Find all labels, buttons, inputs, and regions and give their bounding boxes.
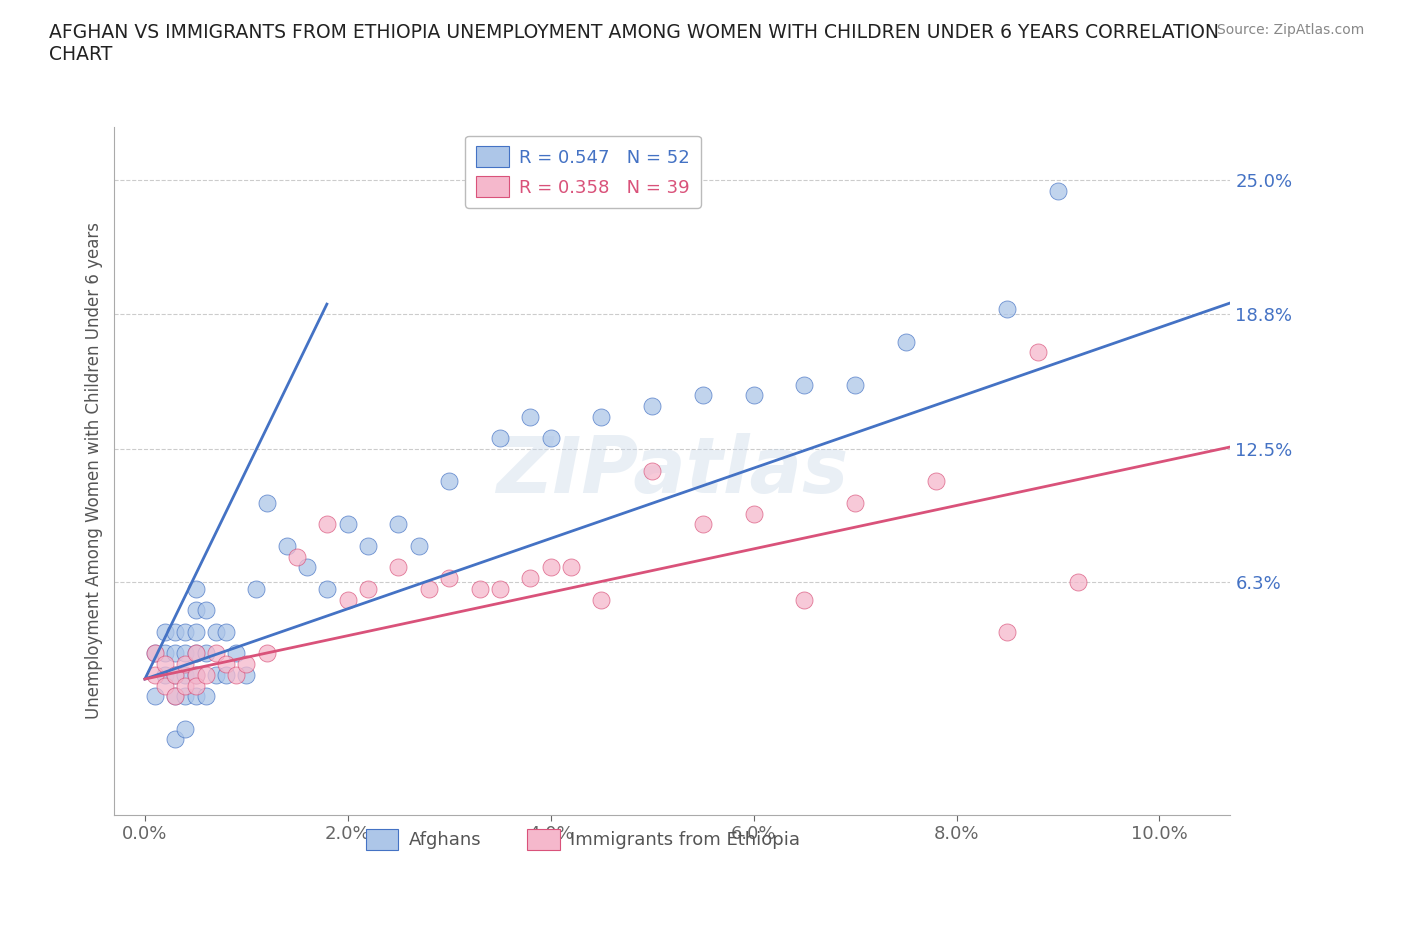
Point [591, 592, 613, 607]
Text: AFGHAN VS IMMIGRANTS FROM ETHIOPIA UNEMPLOYMENT AMONG WOMEN WITH CHILDREN UNDER : AFGHAN VS IMMIGRANTS FROM ETHIOPIA UNEMP… [49, 23, 1219, 64]
Legend: Afghans, Immigrants from Ethiopia: Afghans, Immigrants from Ethiopia [359, 822, 807, 857]
Point [591, 409, 613, 424]
Point [165, 689, 187, 704]
Point [256, 496, 278, 511]
Point [184, 668, 207, 683]
Point [245, 581, 267, 596]
Point [641, 463, 664, 478]
Point [165, 689, 187, 704]
Point [184, 678, 207, 693]
Point [692, 517, 714, 532]
Point [316, 517, 339, 532]
Point [184, 603, 207, 618]
Point [174, 624, 197, 639]
Point [143, 668, 166, 683]
Point [540, 560, 562, 575]
Point [336, 517, 359, 532]
Point [174, 657, 197, 671]
Point [165, 645, 187, 660]
Point [165, 624, 187, 639]
Point [519, 409, 541, 424]
Point [489, 431, 512, 445]
Point [143, 645, 166, 660]
Point [793, 378, 815, 392]
Point [165, 668, 187, 683]
Point [285, 549, 308, 564]
Point [153, 668, 176, 683]
Point [357, 538, 380, 553]
Point [560, 560, 582, 575]
Text: Source: ZipAtlas.com: Source: ZipAtlas.com [1216, 23, 1364, 37]
Point [489, 581, 512, 596]
Point [1026, 345, 1049, 360]
Point [143, 645, 166, 660]
Y-axis label: Unemployment Among Women with Children Under 6 years: Unemployment Among Women with Children U… [86, 222, 103, 719]
Point [641, 399, 664, 414]
Point [235, 657, 257, 671]
Point [194, 603, 217, 618]
Point [925, 474, 948, 489]
Point [995, 302, 1018, 317]
Point [336, 592, 359, 607]
Point [174, 645, 197, 660]
Point [387, 517, 409, 532]
Point [184, 645, 207, 660]
Point [174, 668, 197, 683]
Point [468, 581, 491, 596]
Point [194, 668, 217, 683]
Point [215, 624, 238, 639]
Point [995, 624, 1018, 639]
Point [519, 571, 541, 586]
Point [165, 732, 187, 747]
Text: ZIPatlas: ZIPatlas [496, 432, 849, 509]
Point [225, 668, 247, 683]
Point [256, 645, 278, 660]
Point [316, 581, 339, 596]
Point [153, 657, 176, 671]
Point [215, 668, 238, 683]
Point [408, 538, 430, 553]
Point [174, 689, 197, 704]
Point [225, 645, 247, 660]
Point [205, 645, 228, 660]
Point [184, 581, 207, 596]
Point [276, 538, 298, 553]
Point [844, 496, 866, 511]
Point [174, 721, 197, 736]
Point [165, 668, 187, 683]
Point [184, 624, 207, 639]
Point [153, 678, 176, 693]
Point [215, 657, 238, 671]
Point [194, 689, 217, 704]
Point [174, 678, 197, 693]
Point [439, 474, 461, 489]
Point [894, 334, 917, 349]
Point [742, 506, 765, 521]
Point [235, 668, 257, 683]
Point [439, 571, 461, 586]
Point [387, 560, 409, 575]
Point [205, 668, 228, 683]
Point [793, 592, 815, 607]
Point [184, 689, 207, 704]
Point [1046, 183, 1069, 198]
Point [418, 581, 440, 596]
Point [1067, 575, 1090, 590]
Point [295, 560, 318, 575]
Point [153, 645, 176, 660]
Point [143, 689, 166, 704]
Point [742, 388, 765, 403]
Point [357, 581, 380, 596]
Point [184, 668, 207, 683]
Point [205, 624, 228, 639]
Point [540, 431, 562, 445]
Point [153, 624, 176, 639]
Point [184, 645, 207, 660]
Point [844, 378, 866, 392]
Point [194, 645, 217, 660]
Point [692, 388, 714, 403]
